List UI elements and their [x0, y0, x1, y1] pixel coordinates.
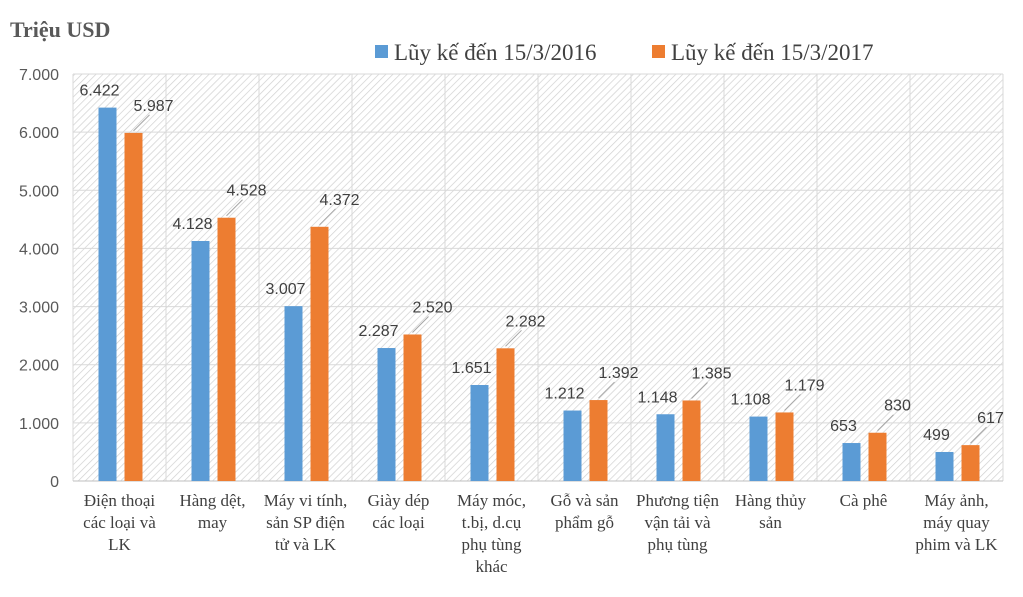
- leader-line: [970, 426, 987, 444]
- leader-line: [877, 414, 894, 432]
- y-tick-label: 3.000: [19, 300, 59, 317]
- data-label: 1.385: [691, 365, 731, 382]
- data-label: 1.392: [598, 365, 638, 382]
- data-label: 4.528: [226, 183, 266, 200]
- x-tick-label: các loại: [372, 513, 425, 532]
- legend-label: Lũy kế đến 15/3/2017: [671, 40, 874, 65]
- data-label: 1.148: [637, 389, 677, 406]
- leader-line: [133, 114, 150, 132]
- bar: [217, 217, 236, 482]
- bar: [868, 432, 887, 481]
- y-tick-label: 6.000: [19, 125, 59, 142]
- x-tick-label: Hàng dệt,: [179, 491, 245, 510]
- bar: [496, 348, 515, 481]
- data-label: 617: [977, 410, 1004, 427]
- data-label: 6.422: [79, 83, 119, 100]
- bar: [284, 306, 303, 481]
- y-tick-label: 4.000: [19, 241, 59, 258]
- data-label: 1.651: [451, 360, 491, 377]
- x-tick-label: Phương tiện: [636, 491, 719, 510]
- x-tick-label: Hàng thủy: [735, 491, 807, 510]
- x-tick-label: tử và LK: [275, 535, 337, 554]
- y-tick-label: 5.000: [19, 183, 59, 200]
- leader-line: [505, 329, 522, 347]
- bar: [310, 226, 329, 481]
- bar: [470, 385, 489, 481]
- x-tick-label: phẩm gỗ: [555, 513, 614, 532]
- bar: [775, 412, 794, 481]
- data-label: 5.987: [133, 98, 173, 115]
- y-tick-label: 2.000: [19, 358, 59, 375]
- leader-line: [598, 381, 615, 399]
- legend-swatch: [375, 45, 388, 58]
- data-label: 653: [830, 418, 857, 435]
- x-tick-label: phim và LK: [915, 535, 998, 554]
- leader-line: [319, 208, 336, 226]
- x-tick-label: t.bị, d.cụ: [462, 513, 522, 532]
- x-tick-label: Điện thoại: [84, 491, 156, 510]
- x-tick-label: Máy vi tính,: [264, 491, 348, 510]
- bar: [749, 416, 768, 481]
- x-tick-label: máy quay: [923, 513, 990, 532]
- x-tick-label: sản: [759, 513, 782, 532]
- data-label: 1.212: [544, 386, 584, 403]
- data-label: 2.520: [412, 299, 452, 316]
- bar: [589, 400, 608, 481]
- bar: [682, 400, 701, 481]
- x-tick-label: vận tải và: [644, 513, 711, 532]
- leader-line: [226, 199, 243, 217]
- x-tick-label: may: [198, 513, 228, 532]
- y-tick-label: 7.000: [19, 67, 59, 84]
- bar: [656, 414, 675, 481]
- x-tick-label: Cà phê: [840, 491, 888, 510]
- x-tick-label: phụ tùng: [648, 535, 708, 554]
- bar: [191, 240, 210, 481]
- data-label: 2.287: [358, 323, 398, 340]
- x-tick-label: Gỗ và sản: [551, 491, 619, 510]
- x-tick-label: Giày dép: [368, 491, 430, 510]
- x-tick-label: Máy ảnh,: [924, 491, 988, 510]
- y-tick-label: 1.000: [19, 416, 59, 433]
- y-tick-label: 0: [50, 474, 59, 491]
- x-tick-label: khác: [475, 557, 508, 576]
- x-tick-label: các loại và: [83, 513, 156, 532]
- data-label: 3.007: [265, 281, 305, 298]
- x-tick-label: LK: [108, 535, 131, 554]
- legend-swatch: [652, 45, 665, 58]
- bar: [403, 334, 422, 481]
- bar: [377, 348, 396, 481]
- bar: [98, 107, 117, 482]
- data-label: 1.108: [730, 392, 770, 409]
- data-label: 4.372: [319, 192, 359, 209]
- leader-line: [412, 316, 429, 333]
- bar: [563, 410, 582, 481]
- x-tick-label: Máy móc,: [457, 491, 526, 510]
- data-label: 2.282: [505, 313, 545, 330]
- leader-line: [784, 394, 801, 411]
- bar: [124, 132, 143, 481]
- data-label: 499: [923, 427, 950, 444]
- leader-line: [691, 382, 708, 399]
- data-label: 830: [884, 398, 911, 415]
- x-tick-label: phụ tùng: [462, 535, 522, 554]
- bar: [935, 451, 954, 481]
- bar: [842, 443, 861, 481]
- data-label: 1.179: [784, 377, 824, 394]
- bar: [961, 445, 980, 481]
- x-tick-label: sản SP điện: [266, 513, 345, 532]
- data-label: 4.128: [172, 216, 212, 233]
- y-axis-title: Triệu USD: [10, 17, 110, 42]
- legend-label: Lũy kế đến 15/3/2016: [394, 40, 597, 65]
